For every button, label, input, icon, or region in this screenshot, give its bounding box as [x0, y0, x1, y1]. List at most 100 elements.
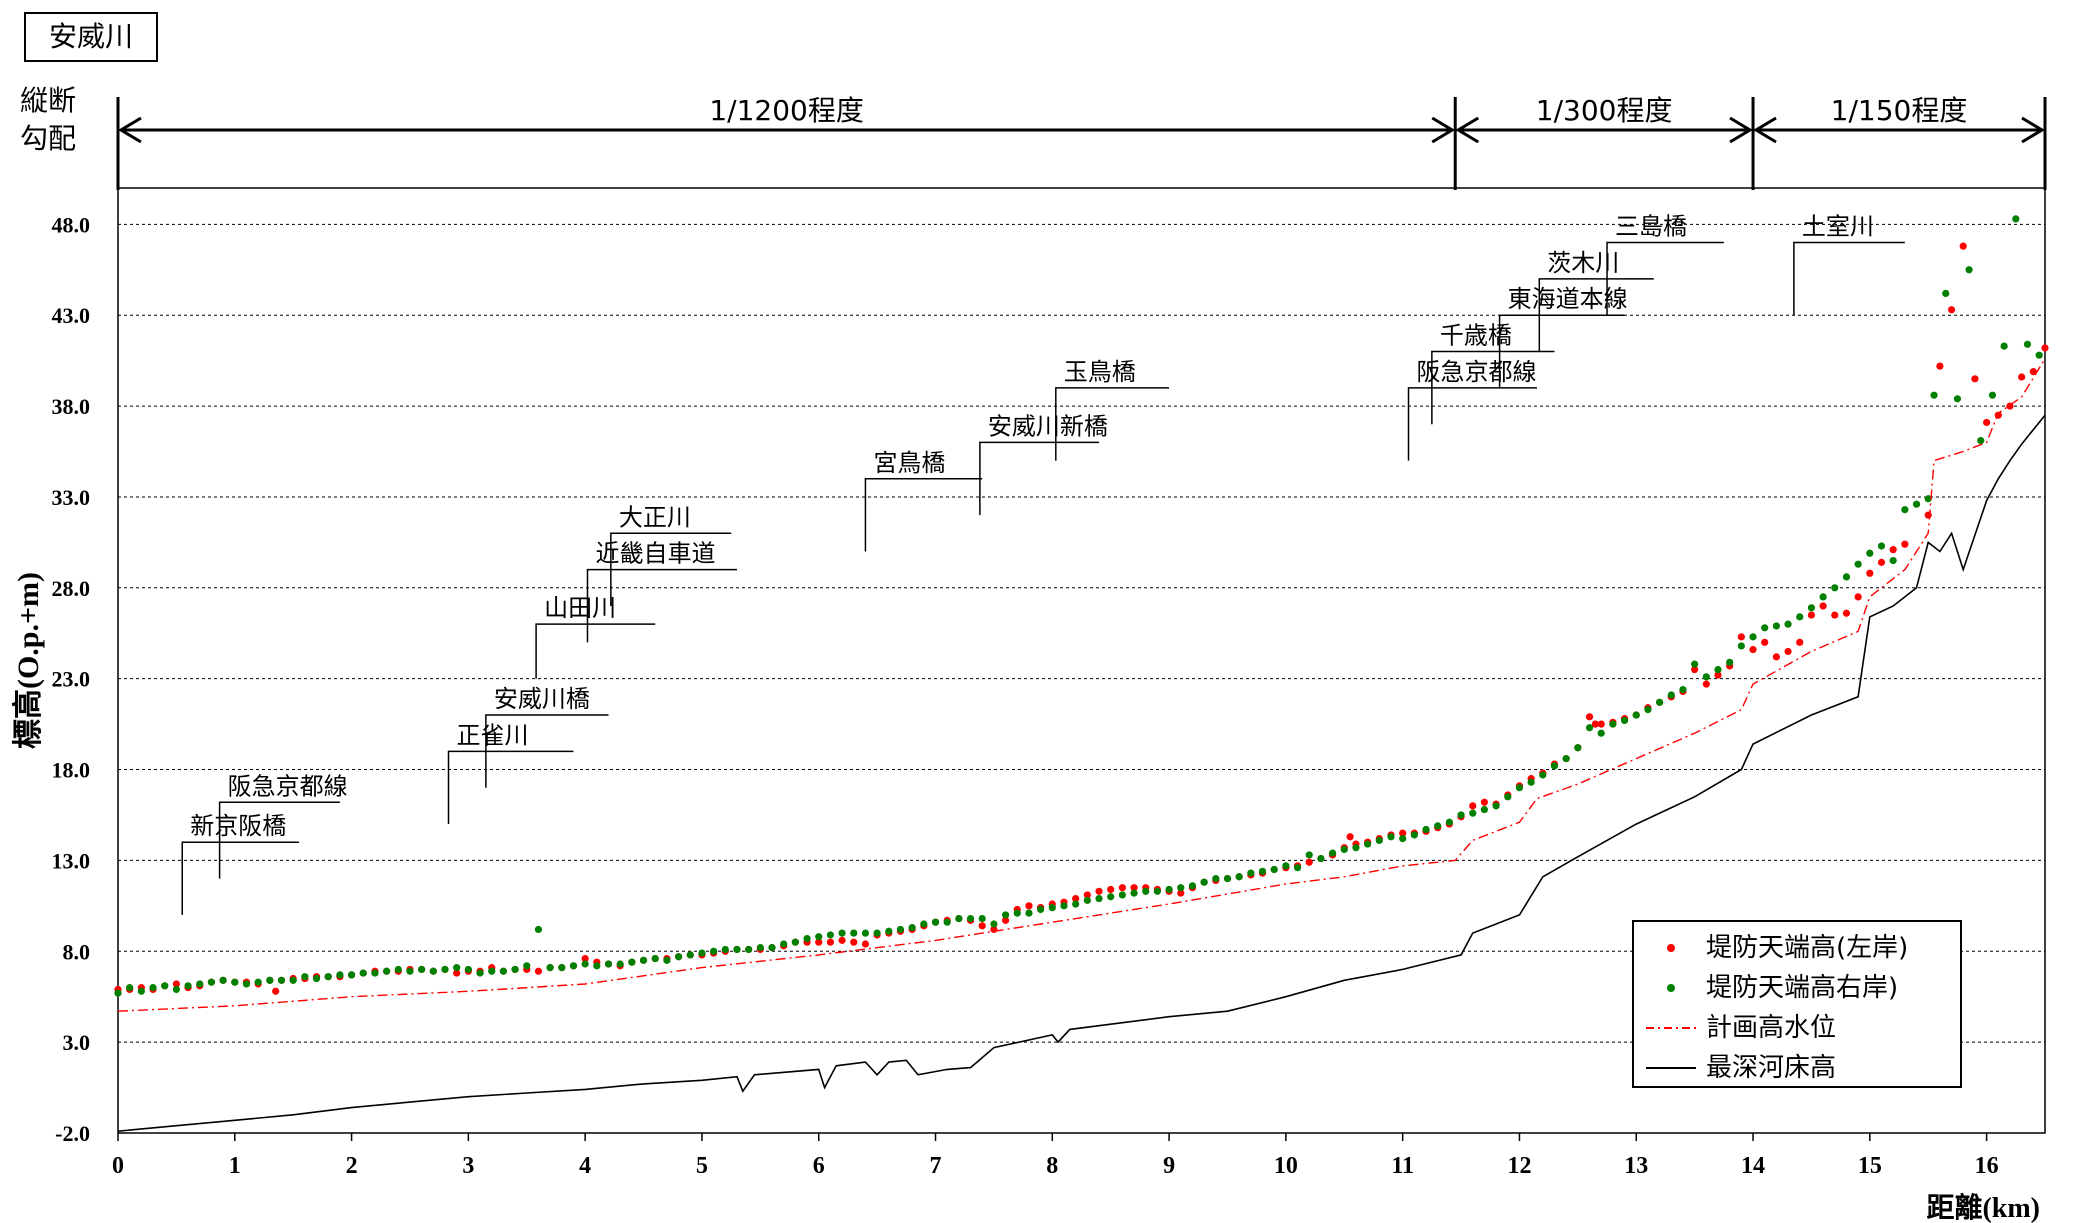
right-bank-point — [184, 982, 192, 990]
left-bank-point — [1866, 569, 1874, 577]
right-bank-point — [1118, 891, 1126, 899]
x-tick-label: 13 — [1624, 1153, 1648, 1179]
annotation-leader — [1538, 278, 1654, 352]
right-bank-point — [1025, 909, 1033, 917]
left-bank-point — [1597, 720, 1605, 728]
left-bank-point — [1936, 362, 1944, 370]
right-bank-point — [359, 969, 367, 977]
annotation-label: 玉鳥橋 — [1064, 358, 1136, 386]
legend-label-hwl: 計画高水位 — [1706, 1013, 1837, 1043]
right-bank-point — [815, 933, 823, 941]
x-axis-label: 距離(km) — [1926, 1192, 2040, 1223]
right-bank-point — [429, 967, 437, 975]
x-tick-label: 2 — [346, 1153, 358, 1179]
y-tick-label: 38.0 — [52, 394, 91, 419]
annotation-leader — [586, 568, 737, 643]
right-bank-point — [1469, 809, 1477, 817]
right-bank-point — [908, 924, 916, 932]
right-bank-point — [1977, 437, 1985, 445]
x-tick-label: 12 — [1507, 1153, 1531, 1179]
annotation-label: 宮鳥橋 — [873, 449, 945, 477]
annotation-label: 大正川 — [619, 503, 691, 531]
right-bank-point — [2035, 351, 2043, 359]
river-name: 安威川 — [48, 20, 133, 53]
right-bank-point — [651, 954, 659, 963]
right-bank-point — [1364, 840, 1372, 848]
annotation-leader — [1055, 387, 1170, 461]
right-bank-point — [628, 958, 636, 966]
right-bank-point — [2023, 340, 2032, 348]
right-bank-point — [336, 971, 344, 979]
right-bank-point — [674, 953, 683, 961]
right-bank-point — [1609, 720, 1617, 728]
right-bank-point — [1819, 593, 1827, 601]
right-bank-point — [1550, 762, 1559, 770]
left-bank-point — [1819, 602, 1827, 610]
right-bank-point — [931, 918, 940, 926]
right-bank-point — [546, 964, 554, 972]
right-bank-point — [1013, 909, 1021, 917]
y-tick-label: 8.0 — [63, 939, 91, 964]
left-bank-point — [172, 980, 180, 988]
left-bank-point — [1807, 611, 1816, 619]
annotation-leader — [218, 801, 340, 879]
left-bank-point — [1959, 242, 1967, 250]
right-bank-point — [558, 964, 566, 972]
right-bank-point — [686, 951, 694, 959]
left-bank-point — [1469, 802, 1477, 810]
annotation-label: 安威川橋 — [494, 685, 590, 713]
left-bank-point — [1346, 833, 1354, 841]
annotation-label: 安威川新橋 — [988, 412, 1108, 440]
right-bank-point — [254, 978, 262, 986]
annotation-label: 阪急京都線 — [1417, 358, 1537, 386]
legend-item-left-bank: 堤防天端高(左岸) — [1634, 928, 1960, 968]
right-bank-point — [1953, 395, 1962, 403]
right-bank-point — [885, 927, 893, 935]
annotation-leader — [610, 532, 732, 606]
right-bank-point — [1200, 878, 1208, 886]
legend-symbol-bed — [1646, 1067, 1696, 1069]
left-bank-point — [1796, 638, 1804, 646]
right-bank-point — [1714, 665, 1722, 674]
y-tick-label: 48.0 — [52, 212, 91, 237]
right-bank-point — [1749, 633, 1757, 641]
right-bank-point — [1293, 864, 1302, 872]
right-bank-point — [1375, 836, 1383, 845]
right-bank-point — [1270, 865, 1278, 874]
y-tick-label: 18.0 — [52, 758, 91, 783]
right-bank-point — [1153, 887, 1162, 895]
right-bank-point — [1223, 874, 1232, 883]
right-bank-point — [1001, 911, 1010, 919]
right-bank-point — [161, 982, 169, 990]
right-bank-point — [1095, 894, 1103, 903]
right-bank-point — [499, 967, 507, 975]
right-bank-point — [896, 925, 905, 934]
right-bank-point — [1796, 613, 1804, 621]
gradient-arrowhead-right — [1431, 116, 1456, 144]
right-bank-point — [301, 973, 309, 981]
right-bank-point — [1445, 818, 1453, 826]
right-bank-point — [1691, 660, 1699, 668]
left-bank-point — [1772, 653, 1780, 661]
right-bank-point — [1942, 289, 1950, 298]
y-tick-label: 33.0 — [52, 485, 91, 510]
right-bank-point — [2012, 215, 2020, 223]
x-tick-label: 3 — [462, 1153, 474, 1179]
right-bank-point — [1877, 542, 1886, 550]
left-bank-point — [850, 938, 858, 946]
gradient-label: 縦断 勾配 — [20, 82, 100, 158]
annotation-label: 東海道本線 — [1508, 285, 1628, 313]
right-bank-point — [1434, 822, 1442, 830]
right-bank-point — [1083, 896, 1091, 904]
left-bank-point — [2018, 373, 2026, 381]
right-bank-point — [1177, 884, 1185, 892]
left-bank-point — [861, 940, 870, 948]
right-bank-point — [710, 947, 718, 955]
gradient-segment-label: 1/150程度 — [1831, 94, 1968, 127]
x-tick-label: 4 — [579, 1153, 591, 1179]
right-bank-point — [990, 920, 998, 928]
left-bank-point — [1971, 375, 1979, 383]
right-bank-point — [219, 976, 227, 984]
right-bank-point — [1247, 869, 1255, 877]
